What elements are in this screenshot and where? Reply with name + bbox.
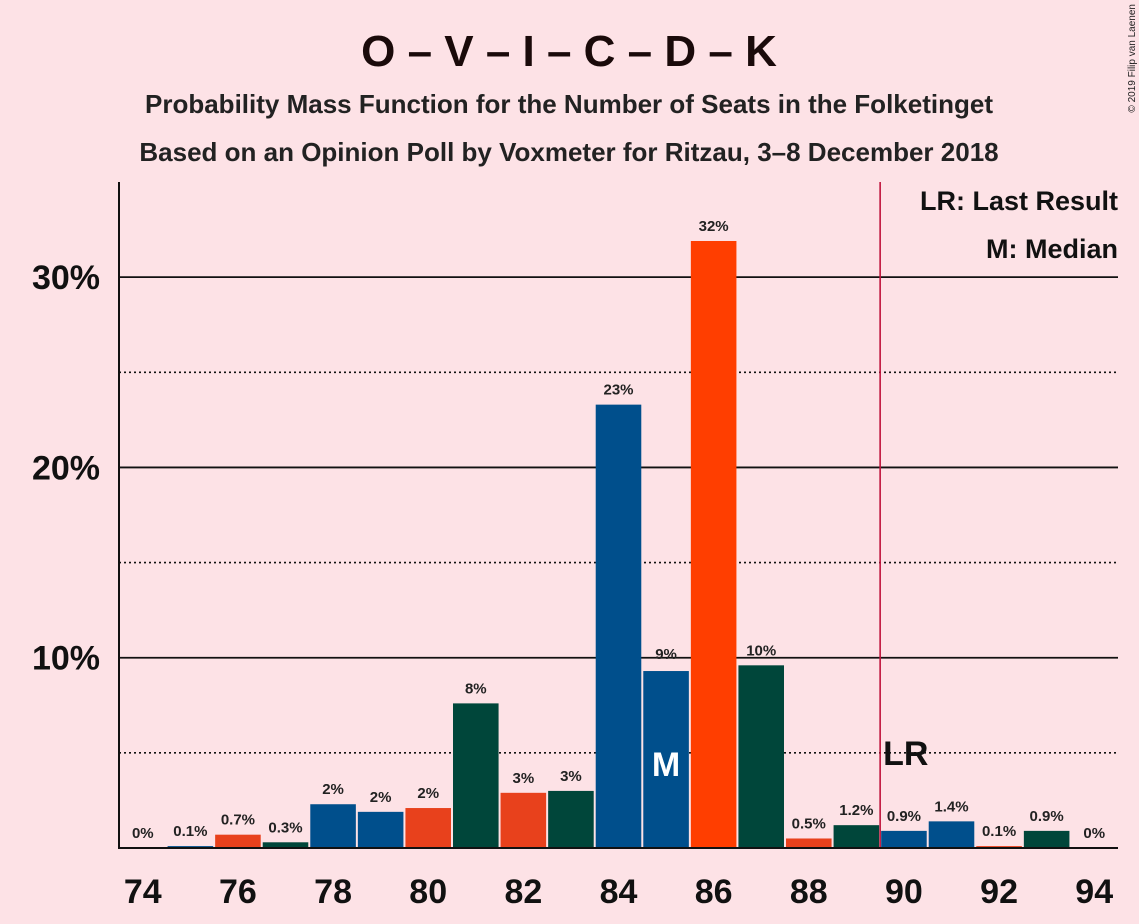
x-tick-label: 80 <box>409 873 447 911</box>
bar <box>833 825 880 848</box>
bar-value-label: 2% <box>417 785 439 802</box>
bar-value-label: 2% <box>322 781 344 798</box>
last-result-marker: LR <box>883 735 928 773</box>
x-tick-label: 94 <box>1075 873 1113 911</box>
bar-value-label: 8% <box>465 680 487 697</box>
bar <box>357 811 404 848</box>
bar <box>738 665 784 848</box>
bar-value-label: 0.9% <box>1030 808 1064 825</box>
x-tick-label: 88 <box>790 873 828 911</box>
bar <box>548 790 594 848</box>
axes: 10% 20% 30% 74 76 78 80 82 84 86 88 90 92 94 <box>32 182 1118 911</box>
bar <box>1023 830 1070 848</box>
median-marker: M <box>652 746 680 784</box>
bar <box>500 792 547 848</box>
chart-title: O – V – I – C – D – K <box>361 27 777 76</box>
bar <box>643 671 689 848</box>
bar-value-label: 0.5% <box>792 815 826 832</box>
x-tick-label: 84 <box>600 873 638 911</box>
bar-value-label: 0% <box>1083 825 1105 842</box>
x-tick-label: 78 <box>314 873 352 911</box>
bar-value-label: 10% <box>746 642 776 659</box>
bar-value-label: 9% <box>655 646 677 663</box>
bar-value-label: 32% <box>699 218 729 235</box>
bar <box>928 821 975 848</box>
bar-value-label: 23% <box>603 382 633 399</box>
bar-value-label: 0.1% <box>982 823 1016 840</box>
bar <box>690 240 737 848</box>
bar <box>405 808 451 848</box>
bar-value-label: 3% <box>560 768 582 785</box>
bar-value-label: 3% <box>513 770 535 787</box>
bar-value-label: 0.9% <box>887 808 921 825</box>
bar-value-label: 0.7% <box>221 812 255 829</box>
bar-value-label: 0.3% <box>268 819 302 836</box>
legend-median: M: Median <box>986 234 1118 264</box>
bar-value-label: 1.4% <box>934 798 968 815</box>
x-tick-label: 74 <box>124 873 162 911</box>
x-tick-label: 86 <box>695 873 733 911</box>
legend-last-result: LR: Last Result <box>920 186 1118 216</box>
x-tick-label: 82 <box>504 873 542 911</box>
y-tick-label: 20% <box>32 449 100 487</box>
bar <box>786 838 832 848</box>
x-tick-label: 92 <box>980 873 1018 911</box>
bar-value-label: 0.1% <box>173 823 207 840</box>
bar <box>310 804 356 848</box>
bar-value-label: 0% <box>132 825 154 842</box>
chart-subtitle: Probability Mass Function for the Number… <box>145 89 993 119</box>
data-labels: 0% 0.1% 0.7% 0.3% 2% 2% 2% 8% 3% 3% 23% 9% 32% 10% 0.5… <box>132 218 1105 842</box>
y-tick-label: 10% <box>32 640 100 678</box>
bar <box>215 834 261 848</box>
bar-value-label: 2% <box>370 789 392 806</box>
copyright-text: © 2019 Filip van Laenen <box>1127 4 1138 113</box>
bar <box>262 842 309 848</box>
x-tick-label: 76 <box>219 873 257 911</box>
y-tick-label: 30% <box>32 259 100 297</box>
chart-subtitle-poll: Based on an Opinion Poll by Voxmeter for… <box>139 137 998 167</box>
bar-value-label: 1.2% <box>839 802 873 819</box>
bar <box>595 404 642 848</box>
bar <box>881 830 927 848</box>
bar <box>453 703 499 848</box>
x-tick-label: 90 <box>885 873 923 911</box>
bars <box>167 240 1070 848</box>
